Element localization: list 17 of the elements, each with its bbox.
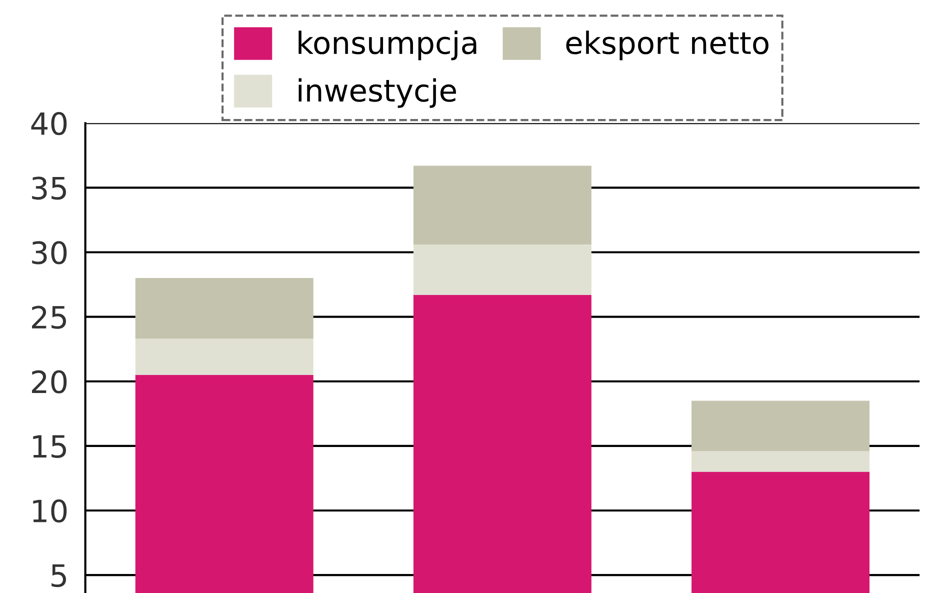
legend-label: konsumpcja [298,30,476,60]
legend-label: eksport netto [566,30,768,60]
y-tick-label: 20 [32,370,67,394]
y-tick-label: 5 [52,564,66,588]
legend-label: inwestycje [298,78,456,108]
y-tick-label: 35 [32,176,66,200]
y-tick-label: 15 [33,435,66,458]
bar [692,451,870,472]
bar [413,166,592,244]
y-tick-label: 30 [32,241,67,264]
y-tick-label: 10 [33,499,67,523]
bar [135,278,314,339]
bar [413,244,592,295]
y-tick-label: 40 [31,112,67,136]
bar [135,338,314,375]
y-tick-label: 25 [32,306,66,329]
bar [692,400,870,452]
